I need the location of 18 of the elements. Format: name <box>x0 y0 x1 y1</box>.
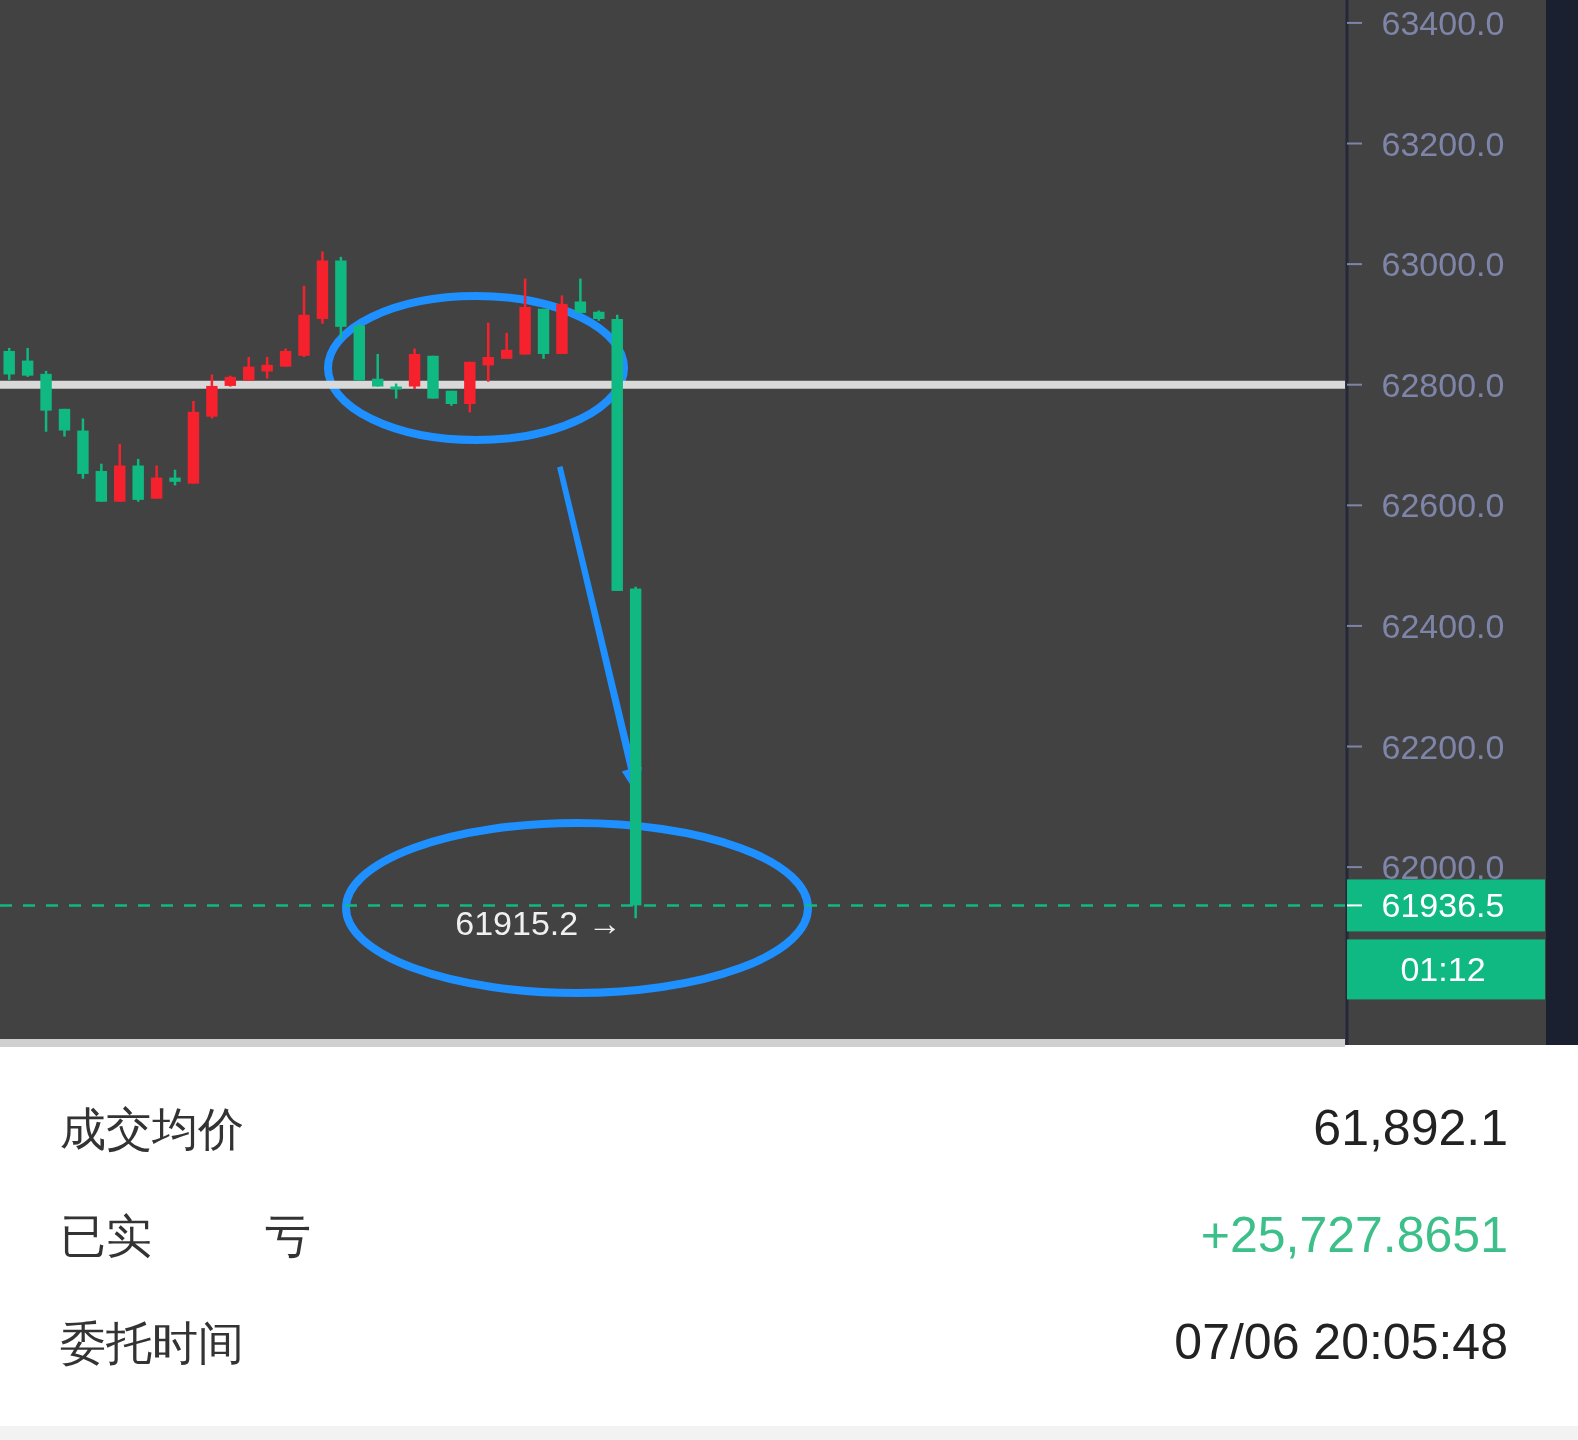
y-tick-label: 62600.0 <box>1381 486 1505 525</box>
y-tick-label: 62400.0 <box>1381 606 1505 645</box>
y-tick-label: 62000.0 <box>1381 848 1505 887</box>
annotation: 61915.2 → <box>455 904 622 943</box>
y-tick-label: 63200.0 <box>1381 124 1505 163</box>
text: 委托时间 <box>60 1317 244 1369</box>
text: +25,727.8651 <box>1200 1207 1508 1263</box>
y-tick-label: 62200.0 <box>1381 727 1505 766</box>
text: 01:12 <box>1400 950 1486 989</box>
y-tick-label: 63000.0 <box>1381 245 1505 284</box>
y-tick-label: 63400.0 <box>1381 3 1505 42</box>
text: 已实 <box>60 1210 152 1262</box>
text: 61,892.1 <box>1313 1100 1508 1156</box>
y-tick-label: 62800.0 <box>1381 365 1505 404</box>
text: 07/06 20:05:48 <box>1174 1314 1508 1370</box>
ref-line-label: 61936.5 <box>1381 886 1505 925</box>
text: 亏 <box>265 1210 311 1262</box>
text: 成交均价 <box>60 1103 244 1155</box>
